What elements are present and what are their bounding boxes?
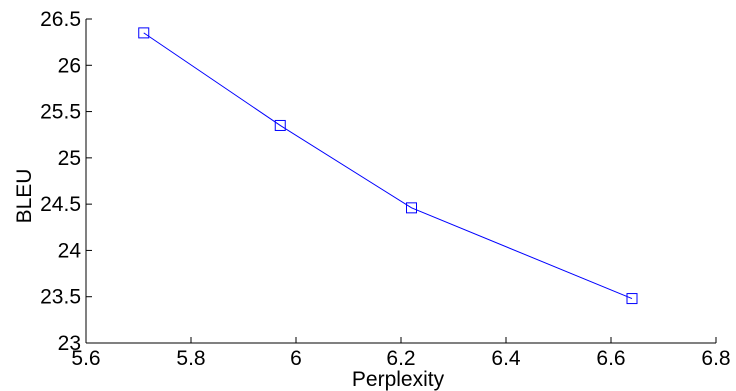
- y-tick-label: 24: [58, 239, 82, 262]
- x-tick-label: 6.4: [491, 347, 521, 370]
- y-tick-label: 25.5: [40, 101, 81, 124]
- x-tick-label: 6.6: [596, 347, 625, 370]
- y-tick-label: 25: [58, 147, 81, 170]
- x-axis-label: Perplexity: [352, 368, 445, 391]
- y-tick-label: 24.5: [40, 193, 81, 216]
- y-tick-label: 26.5: [40, 8, 81, 31]
- y-ticks: 23 23.5 24 24.5 25 25.5 26 26.5: [40, 8, 92, 355]
- x-tick-label: 5.6: [71, 347, 100, 370]
- data-point-square-marker: [138, 27, 150, 39]
- data-point-square-marker: [274, 119, 286, 131]
- y-tick-label: 23: [58, 332, 81, 355]
- series-group: [138, 27, 638, 305]
- x-tick-label: 6: [290, 347, 302, 370]
- y-tick-label: 23.5: [40, 286, 81, 309]
- data-point-square-marker: [626, 293, 638, 305]
- x-ticks: 5.6 5.8 6 6.2 6.4 6.6 6.8: [71, 337, 731, 370]
- x-tick-label: 5.8: [176, 347, 205, 370]
- x-tick-label: 6.2: [386, 347, 415, 370]
- x-tick-label: 6.8: [701, 347, 730, 370]
- data-point-square-marker: [406, 202, 417, 214]
- y-tick-label: 26: [58, 54, 81, 77]
- y-axis-label: BLEU: [13, 169, 36, 224]
- series-line: [143, 32, 633, 300]
